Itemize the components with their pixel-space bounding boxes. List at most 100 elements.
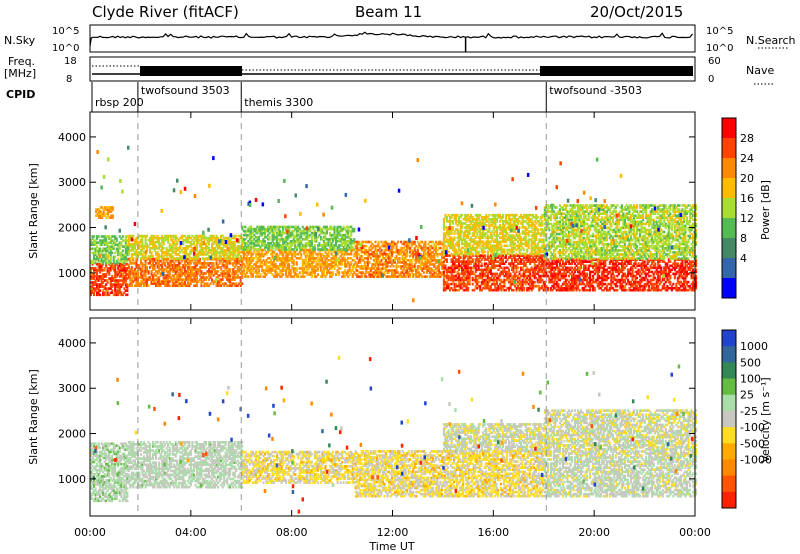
range-cell — [218, 242, 221, 246]
range-cell — [194, 245, 197, 248]
range-cell — [93, 253, 96, 257]
range-cell — [107, 208, 110, 211]
range-cell — [130, 234, 133, 238]
range-cell — [139, 251, 142, 254]
range-cell — [174, 272, 177, 275]
range-cell — [244, 265, 247, 268]
range-cell — [188, 257, 191, 260]
range-cell — [91, 283, 94, 286]
range-cell — [130, 245, 133, 248]
range-cell — [152, 282, 155, 285]
range-cell — [109, 245, 112, 248]
range-cell — [211, 245, 214, 248]
range-cell — [133, 268, 136, 271]
range-cell — [312, 259, 315, 262]
range-cell — [194, 238, 197, 242]
range-cell — [285, 271, 288, 274]
range-cell — [168, 255, 171, 258]
range-cell — [271, 252, 274, 256]
range-cell — [227, 242, 230, 246]
range-cell — [217, 274, 220, 277]
range-cell — [256, 265, 259, 268]
range-cell — [232, 253, 235, 256]
range-cell — [94, 249, 97, 253]
range-cell — [165, 259, 168, 263]
range-cell — [167, 251, 170, 254]
range-cell — [242, 263, 245, 266]
range-cell — [176, 284, 179, 287]
range-cell — [321, 261, 324, 264]
range-cell — [256, 252, 259, 256]
range-cell — [118, 251, 121, 255]
range-cell — [120, 253, 123, 257]
range-cell — [159, 264, 162, 267]
range-cell — [230, 242, 233, 246]
range-cell — [153, 259, 156, 263]
range-cell — [212, 262, 215, 265]
range-cell — [185, 236, 188, 240]
range-cell — [144, 262, 147, 265]
range-cell — [126, 269, 129, 272]
range-cell — [226, 262, 229, 265]
range-cell — [204, 282, 207, 285]
range-cell — [121, 275, 124, 278]
range-cell — [483, 250, 486, 254]
range-cell — [268, 257, 271, 260]
range-cell — [105, 241, 108, 244]
date-title: 20/Oct/2015 — [590, 3, 683, 21]
range-cell — [158, 259, 161, 263]
range-cell — [110, 216, 113, 219]
range-cell — [135, 272, 138, 275]
range-cell — [149, 255, 152, 258]
range-cell — [201, 262, 204, 265]
range-cell — [215, 253, 218, 256]
range-cell — [171, 251, 174, 254]
range-cell — [283, 269, 286, 272]
range-cell — [223, 251, 226, 254]
range-cell — [102, 210, 105, 213]
range-cell — [211, 266, 214, 269]
range-cell — [239, 259, 242, 263]
range-cell — [248, 265, 251, 268]
range-cell — [164, 276, 167, 279]
range-cell — [176, 247, 179, 250]
range-cell — [191, 266, 194, 269]
range-cell — [126, 277, 129, 280]
range-cell — [112, 247, 115, 251]
range-cell — [93, 293, 96, 297]
range-cell — [250, 254, 253, 258]
range-cell — [247, 267, 250, 270]
range-cell — [115, 275, 118, 278]
range-cell — [107, 206, 110, 209]
range-cell — [118, 289, 121, 292]
range-cell — [276, 271, 279, 274]
range-cell — [133, 242, 136, 246]
range-cell — [253, 257, 256, 260]
range-cell — [168, 234, 171, 238]
range-cell — [183, 284, 186, 287]
range-cell — [150, 238, 153, 242]
range-cell — [141, 238, 144, 242]
range-cell — [117, 245, 120, 248]
range-cell — [245, 250, 248, 254]
range-cell — [141, 268, 144, 271]
range-cell — [256, 275, 259, 278]
range-cell — [114, 235, 117, 238]
range-cell — [267, 257, 270, 260]
range-cell — [303, 263, 306, 266]
range-cell — [135, 255, 138, 258]
range-cell — [309, 259, 312, 262]
range-cell — [174, 238, 177, 242]
range-cell — [192, 268, 195, 271]
range-cell — [221, 234, 224, 238]
range-cell — [268, 235, 271, 239]
range-cell — [233, 242, 236, 246]
range-cell — [173, 264, 176, 267]
range-cell — [227, 236, 230, 240]
range-cell — [149, 262, 152, 265]
range-cell — [217, 257, 220, 260]
range-cell — [152, 240, 155, 244]
range-cell — [318, 250, 321, 254]
range-cell — [97, 269, 100, 272]
range-cell — [158, 255, 161, 258]
